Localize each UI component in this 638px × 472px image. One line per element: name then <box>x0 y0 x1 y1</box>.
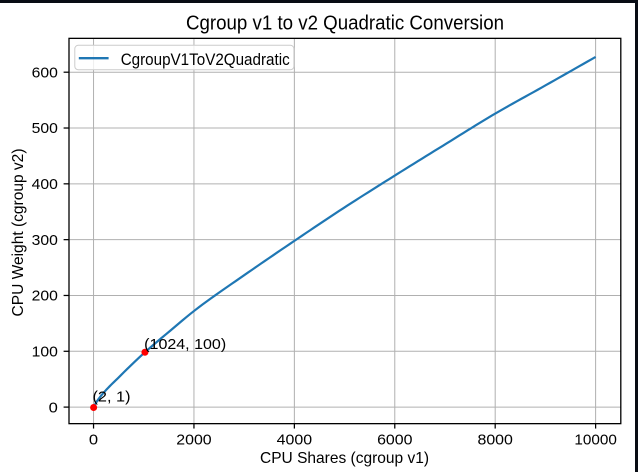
svg-text:8000: 8000 <box>477 431 512 448</box>
svg-text:6000: 6000 <box>377 431 412 448</box>
svg-text:(2, 1): (2, 1) <box>93 389 131 406</box>
svg-text:600: 600 <box>32 64 58 81</box>
svg-text:CPU Weight (cgroup v2): CPU Weight (cgroup v2) <box>10 149 27 317</box>
svg-text:300: 300 <box>32 232 58 249</box>
svg-text:Cgroup v1 to v2 Quadratic Conv: Cgroup v1 to v2 Quadratic Conversion <box>186 13 504 35</box>
svg-text:(1024, 100): (1024, 100) <box>144 336 226 353</box>
svg-text:500: 500 <box>32 120 58 137</box>
svg-text:4000: 4000 <box>277 431 312 448</box>
svg-text:0: 0 <box>49 399 58 416</box>
svg-text:2000: 2000 <box>176 431 211 448</box>
svg-text:CPU Shares (cgroup v1): CPU Shares (cgroup v1) <box>260 450 429 467</box>
svg-text:400: 400 <box>32 176 58 193</box>
svg-text:10000: 10000 <box>574 431 617 448</box>
svg-text:200: 200 <box>32 288 58 305</box>
svg-text:CgroupV1ToV2Quadratic: CgroupV1ToV2Quadratic <box>121 51 290 69</box>
svg-text:0: 0 <box>89 431 98 448</box>
svg-text:100: 100 <box>32 343 58 360</box>
